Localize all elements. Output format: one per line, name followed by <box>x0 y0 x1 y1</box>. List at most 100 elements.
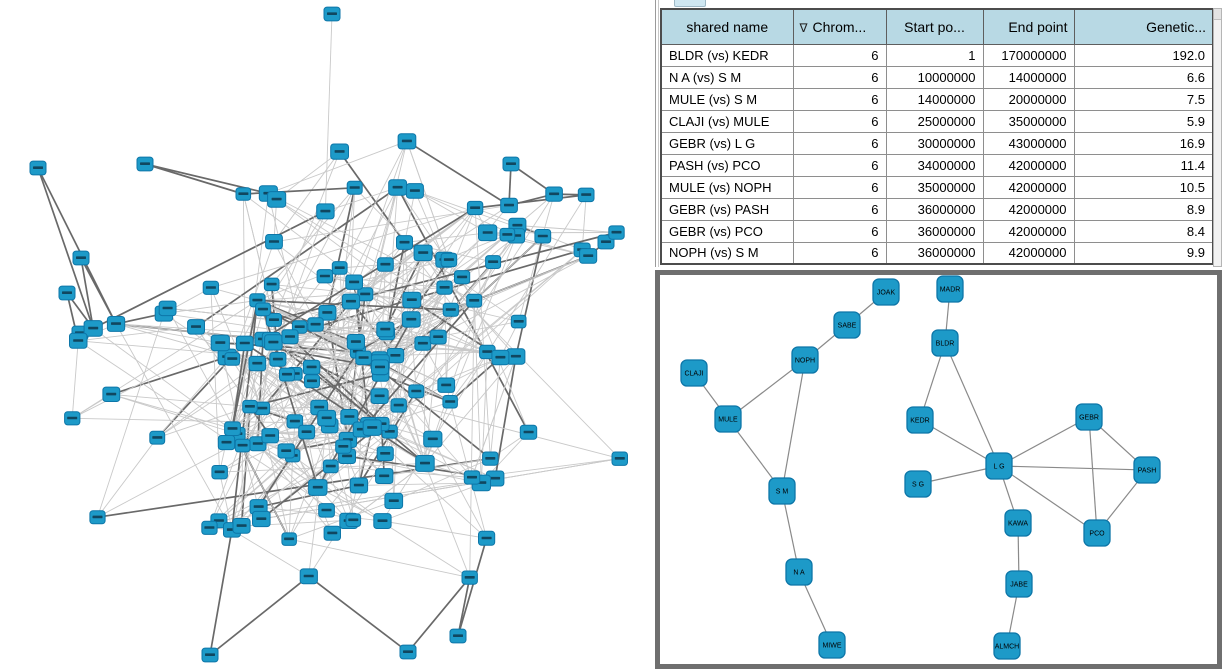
network-node[interactable] <box>265 234 283 250</box>
network-node[interactable] <box>611 451 628 466</box>
table-cell[interactable]: PASH (vs) PCO <box>660 153 794 177</box>
network-node[interactable] <box>466 293 483 308</box>
network-node[interactable] <box>463 470 481 485</box>
network-node-L G[interactable]: L G <box>985 452 1013 480</box>
network-node[interactable] <box>149 430 166 445</box>
table-cell[interactable]: 8.4 <box>1073 219 1214 243</box>
network-node[interactable] <box>248 355 267 372</box>
network-node[interactable] <box>449 628 467 644</box>
table-cell[interactable]: 34000000 <box>885 153 984 177</box>
network-node[interactable] <box>376 321 395 338</box>
network-node[interactable] <box>376 446 394 462</box>
network-node[interactable] <box>304 374 320 389</box>
network-node[interactable] <box>534 229 552 244</box>
network-node[interactable] <box>136 156 154 172</box>
network-node[interactable] <box>461 570 478 585</box>
column-header-start-point[interactable]: Start po... <box>885 8 984 45</box>
network-node[interactable] <box>413 244 433 262</box>
table-cell[interactable]: 11.4 <box>1073 153 1214 177</box>
column-header-chromosome[interactable]: ∇ Chrom... <box>792 8 887 45</box>
panel-tab-fragment[interactable] <box>674 0 706 7</box>
network-node[interactable] <box>279 367 295 382</box>
network-node[interactable] <box>316 203 335 220</box>
column-header-shared-name[interactable]: shared name <box>660 8 794 45</box>
table-cell[interactable]: CLAJI (vs) MULE <box>660 109 794 133</box>
network-node[interactable] <box>388 179 408 196</box>
network-node[interactable] <box>597 234 615 250</box>
network-node[interactable] <box>510 314 527 329</box>
network-node-MULE[interactable]: MULE <box>714 405 742 433</box>
network-node-KAWA[interactable]: KAWA <box>1004 509 1032 537</box>
network-node[interactable] <box>102 386 121 403</box>
network-node[interactable] <box>345 513 362 528</box>
network-node[interactable] <box>211 465 228 480</box>
network-node[interactable] <box>242 399 258 414</box>
network-node[interactable] <box>500 197 518 214</box>
network-node[interactable] <box>397 133 417 150</box>
network-node-MADR[interactable]: MADR <box>936 275 964 303</box>
network-node-BLDR[interactable]: BLDR <box>931 329 959 357</box>
network-node[interactable] <box>202 280 219 295</box>
table-cell[interactable]: 6 <box>792 197 887 221</box>
network-node[interactable] <box>69 332 88 349</box>
network-node[interactable] <box>265 313 282 327</box>
network-node[interactable] <box>267 191 287 208</box>
network-node[interactable] <box>502 156 520 172</box>
network-edge-L G-GEBR[interactable] <box>998 416 1090 467</box>
network-node[interactable] <box>608 225 625 240</box>
network-edge-BLDR-L G[interactable] <box>944 342 1000 467</box>
network-node[interactable] <box>235 187 252 201</box>
network-node[interactable] <box>281 329 299 345</box>
network-node[interactable] <box>437 377 456 393</box>
table-cell[interactable]: GEBR (vs) PCO <box>660 219 794 243</box>
table-cell[interactable]: 42000000 <box>982 153 1075 177</box>
network-node[interactable] <box>232 518 251 534</box>
network-node[interactable] <box>318 503 335 518</box>
network-node[interactable] <box>482 451 499 466</box>
network-node[interactable] <box>442 302 459 317</box>
table-cell[interactable]: 6 <box>792 43 887 67</box>
network-node[interactable] <box>255 302 271 317</box>
network-node-JOAK[interactable]: JOAK <box>872 278 900 306</box>
table-cell[interactable]: 42000000 <box>982 197 1075 221</box>
network-node[interactable] <box>72 250 90 266</box>
network-node[interactable] <box>396 235 413 250</box>
network-node[interactable] <box>83 320 103 337</box>
network-node[interactable] <box>414 336 432 351</box>
table-cell[interactable]: 6.6 <box>1073 65 1214 89</box>
network-node[interactable] <box>308 479 328 496</box>
table-cell[interactable]: 42000000 <box>982 241 1075 265</box>
table-cell[interactable]: 30000000 <box>885 131 984 155</box>
network-node[interactable] <box>405 183 424 199</box>
network-node[interactable] <box>261 428 279 444</box>
table-cell[interactable]: 6 <box>792 241 887 265</box>
network-node[interactable] <box>390 398 407 413</box>
network-node[interactable] <box>299 568 318 585</box>
table-cell[interactable]: 14000000 <box>885 87 984 111</box>
network-node-NOPH[interactable]: NOPH <box>791 346 819 374</box>
network-node[interactable] <box>442 395 458 409</box>
table-cell[interactable]: GEBR (vs) PASH <box>660 197 794 221</box>
table-cell[interactable]: 35000000 <box>982 109 1075 133</box>
network-node[interactable] <box>506 348 526 365</box>
network-node[interactable] <box>340 409 359 425</box>
main-network-view[interactable] <box>0 0 655 669</box>
network-node[interactable] <box>217 435 236 451</box>
network-edge-L G-PASH[interactable] <box>998 465 1148 471</box>
table-cell[interactable]: 36000000 <box>885 219 984 243</box>
network-node[interactable] <box>408 384 425 399</box>
network-node[interactable] <box>386 348 405 364</box>
table-cell[interactable]: 42000000 <box>982 219 1075 243</box>
table-cell[interactable]: 8.9 <box>1073 197 1214 221</box>
network-node[interactable] <box>330 143 350 160</box>
network-node[interactable] <box>64 411 81 426</box>
network-node-KEDR[interactable]: KEDR <box>906 406 934 434</box>
network-node[interactable] <box>349 477 369 494</box>
network-node[interactable] <box>440 252 458 268</box>
network-node-PASH[interactable]: PASH <box>1133 456 1161 484</box>
network-node[interactable] <box>401 311 421 328</box>
table-cell[interactable]: 14000000 <box>982 65 1075 89</box>
table-cell[interactable]: 6 <box>792 219 887 243</box>
table-cell[interactable]: 10000000 <box>885 65 984 89</box>
network-node[interactable] <box>264 334 283 351</box>
